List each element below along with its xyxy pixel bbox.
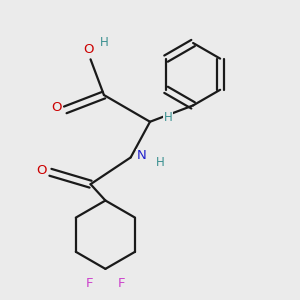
Text: O: O xyxy=(52,101,62,114)
Text: N: N xyxy=(137,149,147,162)
Text: H: H xyxy=(164,111,172,124)
Text: H: H xyxy=(156,156,165,169)
Text: F: F xyxy=(118,277,125,290)
Text: O: O xyxy=(36,164,47,177)
Text: H: H xyxy=(100,36,108,49)
Text: O: O xyxy=(83,43,93,56)
Text: F: F xyxy=(85,277,93,290)
